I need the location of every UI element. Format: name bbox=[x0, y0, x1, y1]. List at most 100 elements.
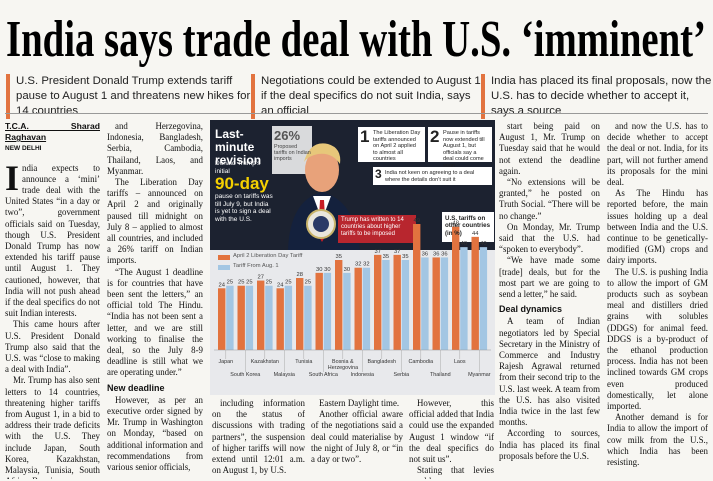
value-label: 32 bbox=[355, 262, 361, 268]
step-text: India not keen on agreeing to a deal whe… bbox=[385, 170, 475, 183]
step-box bbox=[373, 167, 492, 185]
paragraph: and Herzegovina, Indonesia, Bangladesh, … bbox=[107, 121, 203, 176]
bar bbox=[362, 267, 371, 350]
bar bbox=[237, 285, 245, 350]
value-label: 30 bbox=[344, 267, 350, 273]
bar bbox=[452, 226, 460, 350]
subheading: New deadline bbox=[107, 382, 165, 393]
bar bbox=[374, 254, 382, 350]
column: start being paid on August 1, Mr. Trump … bbox=[499, 121, 600, 479]
paragraph: This came hours after U.S. President Don… bbox=[5, 319, 100, 375]
paragraph: Eastern Daylight time. bbox=[319, 398, 400, 408]
paragraph: The Liberation Day tariffs – announced o… bbox=[107, 177, 203, 266]
value-label: 36 bbox=[433, 251, 439, 257]
category-label: Bosnia & Herzegovina bbox=[327, 359, 359, 371]
graphic-title: Last-minute revision bbox=[215, 127, 262, 167]
subheading: Deal dynamics bbox=[499, 304, 563, 315]
legend-swatch bbox=[218, 255, 230, 260]
step-text: Pause in tariffs now extended till Augus… bbox=[443, 130, 485, 169]
bar bbox=[335, 260, 343, 350]
bar bbox=[257, 280, 265, 350]
bar bbox=[218, 288, 226, 350]
value-label: 37 bbox=[394, 249, 400, 255]
stat-value: 26% bbox=[274, 128, 301, 143]
value-label: 32 bbox=[363, 262, 369, 268]
seal bbox=[313, 216, 329, 232]
column: T.C.A. Sharad Raghavan NEW DELHI India e… bbox=[5, 121, 100, 479]
letter-note: Trump has written to 14 countries about … bbox=[341, 217, 404, 237]
deck: Negotiations could be extended to August… bbox=[251, 74, 483, 119]
paragraph: According to sources, India has placed i… bbox=[499, 428, 600, 461]
step-box bbox=[358, 127, 425, 162]
bar bbox=[413, 224, 421, 350]
category-label: South Africa bbox=[308, 372, 338, 378]
category-label: Cambodia bbox=[408, 359, 434, 365]
paragraph: Another demand is for India to allow the… bbox=[607, 412, 708, 468]
value-label: 27 bbox=[257, 275, 263, 281]
bar bbox=[460, 247, 468, 350]
value-label: 25 bbox=[266, 280, 272, 286]
value-label: 40 bbox=[461, 241, 467, 247]
paragraph: and now the U.S. has to decide whether t… bbox=[607, 121, 708, 188]
value-label: 30 bbox=[316, 267, 322, 273]
pause-highlight: 90-day bbox=[215, 174, 269, 193]
category-label: Serbia bbox=[393, 372, 410, 378]
chart-title: U.S. tariffs on other countries (in %) bbox=[445, 215, 491, 237]
bar bbox=[245, 285, 254, 350]
value-label: 49 bbox=[413, 218, 419, 224]
value-label: 25 bbox=[238, 280, 244, 286]
bar bbox=[440, 257, 449, 350]
paragraph: On Monday, Mr. Trump said that the U.S. … bbox=[499, 221, 600, 255]
paragraph: including information on the status of d… bbox=[212, 398, 305, 476]
category-label: Laos bbox=[453, 359, 466, 365]
value-label: 28 bbox=[296, 272, 302, 278]
bar bbox=[284, 285, 293, 350]
value-label: 30 bbox=[324, 267, 330, 273]
step-number: 1 bbox=[360, 127, 370, 146]
step-box bbox=[428, 127, 492, 162]
infographic: 24 25 27 24 28 30 35 32 37 37 49 36 48 44 25 25 25 25 25 30… bbox=[210, 120, 495, 395]
paragraph: start being paid on August 1, Mr. Trump … bbox=[499, 121, 600, 176]
category-label: South Korea bbox=[230, 372, 261, 378]
value-label: 35 bbox=[383, 254, 389, 260]
column: and now the U.S. has to decide whether t… bbox=[607, 121, 708, 479]
pause-text: Donald Trump’s initial bbox=[215, 160, 261, 175]
value-label: 25 bbox=[227, 280, 233, 286]
bar bbox=[432, 257, 440, 350]
paragraph: A team of Indian negotiators led by Spec… bbox=[499, 316, 600, 428]
step-number: 2 bbox=[430, 127, 440, 146]
headline-area: India says trade deal with U.S. ‘imminen… bbox=[6, 11, 706, 68]
bar bbox=[354, 267, 362, 350]
category-label: Thailand bbox=[429, 372, 451, 378]
paragraph: “We have made some [trade] deals, but fo… bbox=[499, 255, 600, 300]
bar bbox=[421, 257, 429, 350]
paragraph: India expects to announce a ‘mini’ trade… bbox=[5, 157, 100, 319]
value-label: 24 bbox=[218, 282, 225, 288]
paragraph: The U.S. is pushing India to allow the i… bbox=[607, 266, 708, 412]
deck: U.S. President Donald Trump extends tari… bbox=[6, 74, 252, 119]
rule bbox=[5, 113, 708, 114]
title-box bbox=[442, 212, 494, 242]
bar bbox=[304, 285, 312, 350]
legend-label: April 2 Liberation Day Tariff bbox=[233, 253, 303, 259]
headline: India says trade deal with U.S. ‘imminen… bbox=[6, 11, 706, 68]
byline: T.C.A. Sharad Raghavan bbox=[5, 121, 100, 143]
dateline: NEW DELHI bbox=[5, 145, 42, 153]
category-label: Tunisia bbox=[295, 359, 313, 365]
bar bbox=[323, 272, 332, 350]
step-text: The Liberation Day tariffs announced on … bbox=[373, 130, 421, 163]
pause-text: pause on tariffs was till July 9, but In… bbox=[215, 193, 273, 223]
bar bbox=[315, 272, 323, 350]
value-label: 36 bbox=[441, 251, 447, 257]
category-label: Indonesia bbox=[350, 372, 374, 378]
bar bbox=[401, 260, 410, 350]
paragraph: Another official aware of the negotiatio… bbox=[311, 409, 403, 465]
bar bbox=[276, 288, 284, 350]
step-number: 3 bbox=[375, 167, 382, 181]
paragraph: “No extensions will be granted,” he post… bbox=[499, 177, 600, 221]
bar bbox=[471, 236, 479, 350]
value-label: 25 bbox=[305, 280, 311, 286]
paragraph: However, this official added that India … bbox=[409, 398, 494, 465]
